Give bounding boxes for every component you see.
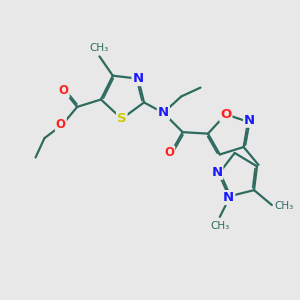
Text: CH₃: CH₃ (210, 221, 230, 231)
Text: O: O (164, 146, 174, 160)
Text: CH₃: CH₃ (90, 43, 109, 53)
Text: N: N (158, 106, 169, 119)
Text: N: N (223, 191, 234, 204)
Text: O: O (56, 118, 66, 131)
Text: N: N (211, 166, 222, 179)
Text: O: O (59, 84, 69, 97)
Text: N: N (244, 114, 255, 127)
Text: CH₃: CH₃ (275, 202, 294, 212)
Text: S: S (117, 112, 127, 125)
Text: N: N (133, 72, 144, 85)
Text: O: O (220, 108, 231, 121)
